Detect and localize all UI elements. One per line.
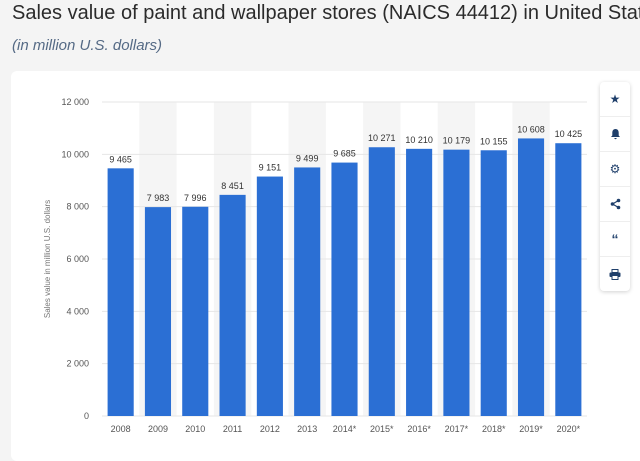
page-title: Sales value of paint and wallpaper store… (12, 2, 640, 24)
x-tick-label: 2011 (223, 424, 242, 434)
print-icon[interactable] (600, 257, 630, 291)
bell-icon[interactable] (600, 117, 630, 152)
x-tick-label: 2009 (148, 424, 168, 434)
x-tick-label: 2018* (482, 424, 506, 434)
data-label: 10 425 (555, 129, 583, 139)
data-label: 9 151 (259, 163, 282, 173)
data-label: 7 983 (147, 193, 170, 203)
bar (144, 207, 172, 416)
x-tick-label: 2013 (297, 424, 317, 434)
data-label: 10 155 (480, 136, 508, 146)
y-tick-label: 10 000 (61, 149, 89, 159)
data-label: 10 179 (443, 136, 471, 146)
bar (294, 167, 321, 416)
x-tick-label: 2017* (445, 424, 469, 434)
y-tick-label: 4 000 (66, 306, 89, 316)
bar (443, 149, 470, 416)
bar (555, 143, 582, 416)
x-tick-label: 2014* (333, 424, 357, 434)
y-tick-label: 2 000 (66, 359, 89, 369)
bar (107, 168, 134, 416)
data-label: 10 210 (405, 135, 433, 145)
x-tick-label: 2008 (111, 424, 131, 434)
gear-icon[interactable]: ⚙ (600, 152, 630, 187)
x-tick-label: 2020* (557, 424, 581, 434)
data-label: 10 608 (517, 124, 545, 134)
bar (256, 176, 283, 416)
y-tick-label: 0 (84, 411, 89, 421)
bar (219, 194, 246, 416)
data-label: 10 271 (368, 133, 396, 143)
x-tick-label: 2012 (260, 424, 280, 434)
bar (368, 147, 395, 416)
x-tick-label: 2019* (519, 424, 543, 434)
x-tick-label: 2015* (370, 424, 394, 434)
bar (182, 206, 209, 416)
bar (480, 150, 507, 416)
chart-card: 9 465 7 983 7 996 8 451 9 151 9 499 9 685 10 27… (11, 71, 640, 461)
bar (331, 162, 358, 416)
y-axis-label: Sales value in million U.S. dollars (43, 200, 52, 318)
y-tick-label: 6 000 (66, 254, 89, 264)
bar (406, 148, 433, 417)
bar-chart: 9 465 7 983 7 996 8 451 9 151 9 499 9 685 10 27… (43, 97, 587, 434)
data-label: 9 499 (296, 153, 319, 163)
data-label: 9 685 (333, 149, 356, 159)
bar (517, 138, 545, 416)
chart-toolbar: ★ ⚙ “ (600, 82, 630, 291)
data-label: 8 451 (221, 181, 244, 191)
data-label: 9 465 (109, 154, 132, 164)
quote-icon[interactable]: “ (600, 222, 630, 257)
data-label: 7 996 (184, 193, 207, 203)
page-subtitle: (in million U.S. dollars) (12, 37, 163, 54)
x-tick-label: 2010 (185, 424, 205, 434)
x-tick-label: 2016* (407, 424, 431, 434)
star-icon[interactable]: ★ (600, 82, 630, 117)
share-icon[interactable] (600, 187, 630, 222)
y-tick-label: 8 000 (66, 202, 89, 212)
y-tick-label: 12 000 (61, 97, 89, 107)
